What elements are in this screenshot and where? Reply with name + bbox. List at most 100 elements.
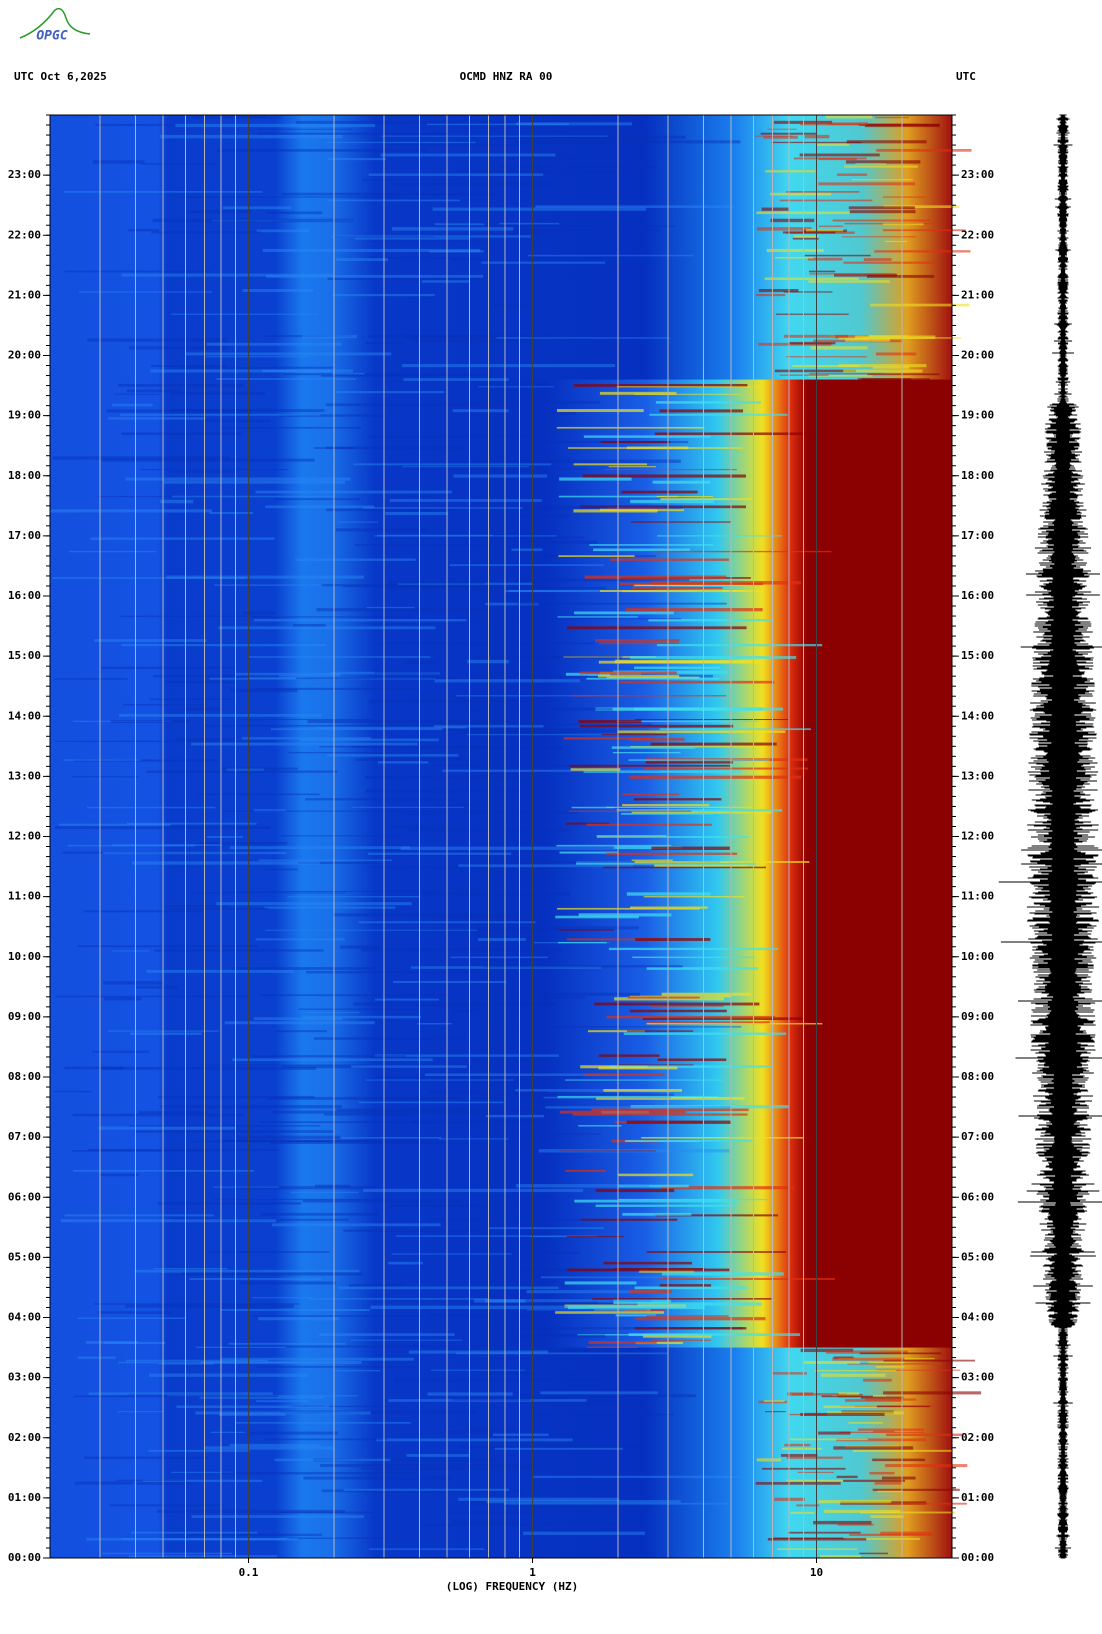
texture (368, 334, 557, 338)
texture (314, 447, 355, 449)
texture (191, 742, 418, 746)
texture (535, 992, 641, 996)
texture (176, 738, 237, 741)
texture (259, 1212, 378, 1216)
texture (295, 558, 416, 561)
texture (332, 372, 365, 375)
texture (117, 383, 245, 387)
texture (332, 913, 510, 917)
texture (570, 768, 621, 771)
texture (266, 211, 323, 215)
texture (267, 1096, 459, 1100)
texture (583, 435, 711, 438)
texture (86, 1538, 299, 1541)
texture (818, 225, 843, 227)
texture (320, 1464, 539, 1468)
texture (614, 997, 725, 1001)
x-tick-label: 1 (529, 1566, 536, 1579)
texture (807, 257, 843, 261)
texture (221, 1357, 414, 1361)
texture (385, 511, 449, 516)
texture (587, 1030, 645, 1033)
texture (634, 666, 721, 669)
texture (516, 122, 633, 126)
texture (809, 270, 836, 273)
texture (302, 1015, 422, 1019)
texture (402, 364, 616, 368)
texture (258, 128, 353, 130)
texture (635, 938, 711, 941)
texture (556, 409, 644, 413)
texture (417, 1005, 546, 1007)
texture (158, 1363, 215, 1365)
texture (614, 1267, 705, 1270)
texture (388, 1261, 424, 1265)
texture (121, 432, 243, 436)
texture (134, 1130, 334, 1133)
texture (351, 1339, 463, 1341)
texture (529, 1400, 618, 1404)
texture (845, 1538, 920, 1540)
texture (288, 751, 395, 754)
texture (313, 726, 467, 729)
texture (402, 812, 454, 815)
texture (617, 1184, 689, 1188)
texture (92, 160, 145, 164)
texture (599, 642, 679, 645)
texture (221, 426, 362, 429)
texture (403, 378, 509, 381)
texture (592, 1298, 772, 1300)
texture (574, 1199, 738, 1203)
y-tick-label: 01:00 (961, 1491, 994, 1504)
texture (171, 313, 319, 315)
texture (406, 1454, 470, 1457)
texture (77, 1356, 116, 1359)
texture (365, 1079, 515, 1081)
texture (579, 671, 677, 675)
texture (146, 969, 294, 973)
texture (412, 1120, 543, 1124)
texture (262, 248, 481, 253)
texture (653, 550, 832, 553)
texture (504, 590, 606, 593)
texture (573, 383, 748, 387)
texture (53, 678, 128, 680)
texture (106, 409, 251, 413)
texture (321, 374, 433, 377)
texture (556, 844, 672, 847)
texture (250, 1431, 339, 1435)
texture (410, 966, 602, 969)
texture (478, 1372, 623, 1375)
texture (335, 258, 388, 262)
texture (422, 892, 571, 896)
texture (763, 135, 798, 139)
texture (450, 956, 548, 959)
texture (833, 1356, 854, 1359)
texture (525, 505, 684, 510)
texture (857, 378, 911, 380)
texture (655, 401, 761, 404)
texture (625, 608, 763, 612)
x-tick-label: 0.1 (239, 1566, 259, 1579)
texture (128, 228, 160, 232)
texture (166, 1395, 358, 1397)
texture (555, 915, 639, 919)
texture (571, 695, 727, 697)
texture (847, 1363, 942, 1365)
texture (820, 1373, 886, 1377)
texture (804, 254, 871, 257)
texture (797, 1471, 834, 1473)
texture (626, 1120, 731, 1124)
texture (588, 1341, 657, 1344)
texture (520, 514, 571, 518)
texture (814, 1369, 897, 1372)
texture (100, 666, 236, 669)
texture (256, 1400, 310, 1403)
texture (374, 1054, 559, 1057)
texture (153, 674, 279, 678)
texture (887, 1502, 968, 1505)
texture (603, 1261, 692, 1265)
texture (384, 374, 492, 376)
texture (800, 1348, 854, 1353)
texture (571, 806, 615, 809)
